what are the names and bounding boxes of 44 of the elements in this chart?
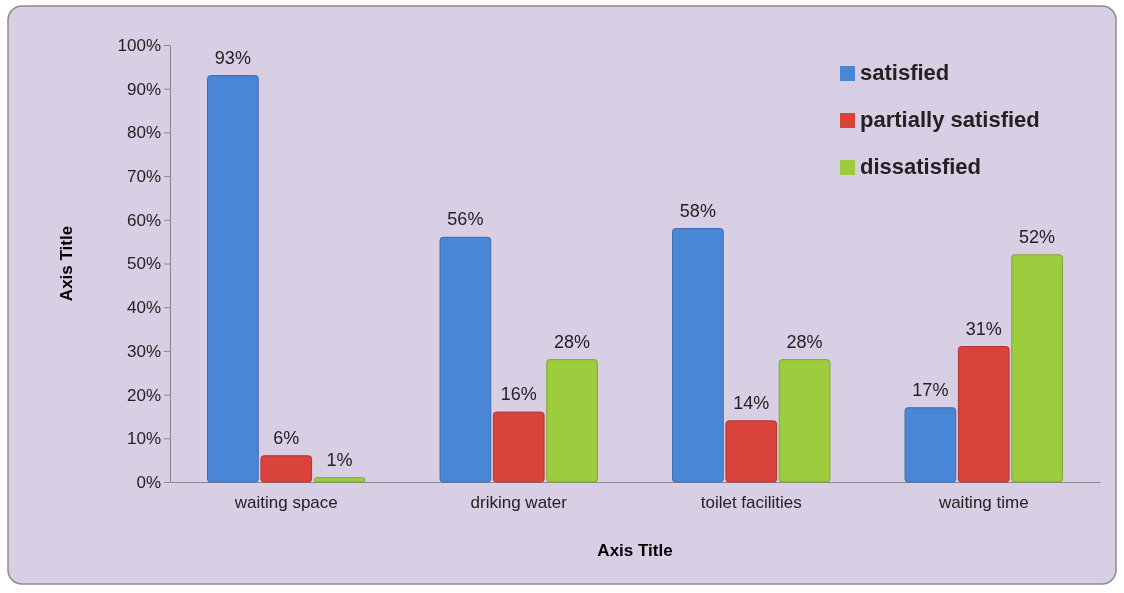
data-label: 17% xyxy=(912,379,949,400)
bar xyxy=(1011,254,1063,483)
data-label: 31% xyxy=(965,318,1002,339)
bar xyxy=(725,420,778,483)
data-label: 28% xyxy=(554,331,591,352)
data-label: 52% xyxy=(1019,226,1056,247)
y-tick-label: 50% xyxy=(126,254,161,274)
bar xyxy=(207,75,259,483)
y-tick-label: 100% xyxy=(117,35,161,55)
y-tick-label: 30% xyxy=(126,341,161,361)
y-tick-label: 40% xyxy=(126,298,161,318)
bar xyxy=(957,346,1010,483)
bar xyxy=(778,359,831,483)
legend-label: partially satisfied xyxy=(860,107,1040,132)
data-label: 1% xyxy=(326,449,353,470)
y-tick-label: 0% xyxy=(136,472,161,492)
bar xyxy=(439,236,492,483)
x-tick-label: driking water xyxy=(470,493,568,513)
y-tick-label: 90% xyxy=(126,79,161,99)
y-axis-title: Axis Title xyxy=(57,225,76,302)
data-label: 28% xyxy=(786,331,823,352)
bar xyxy=(492,411,545,483)
data-label: 14% xyxy=(733,392,770,413)
y-tick-label: 20% xyxy=(126,385,161,405)
bar xyxy=(313,477,366,483)
y-tick-label: 80% xyxy=(126,123,161,143)
y-tick-label: 60% xyxy=(126,210,161,230)
y-tick-label: 10% xyxy=(126,429,161,449)
y-tick-label: 70% xyxy=(126,167,161,187)
bar xyxy=(260,455,313,483)
bar xyxy=(904,407,957,483)
x-tick-label: waiting space xyxy=(233,493,338,513)
data-label: 58% xyxy=(679,200,716,221)
legend-label: satisfied xyxy=(860,60,950,85)
data-label: 6% xyxy=(273,427,300,448)
data-label: 93% xyxy=(214,47,251,68)
x-axis-title: Axis Title xyxy=(597,541,673,560)
x-tick-label: waiting time xyxy=(937,493,1029,513)
data-label: 56% xyxy=(447,209,484,230)
data-label: 16% xyxy=(500,384,537,405)
bar xyxy=(546,359,598,483)
bar xyxy=(672,228,724,483)
x-tick-label: toilet facilities xyxy=(700,493,802,513)
legend-label: dissatisfied xyxy=(860,154,982,179)
